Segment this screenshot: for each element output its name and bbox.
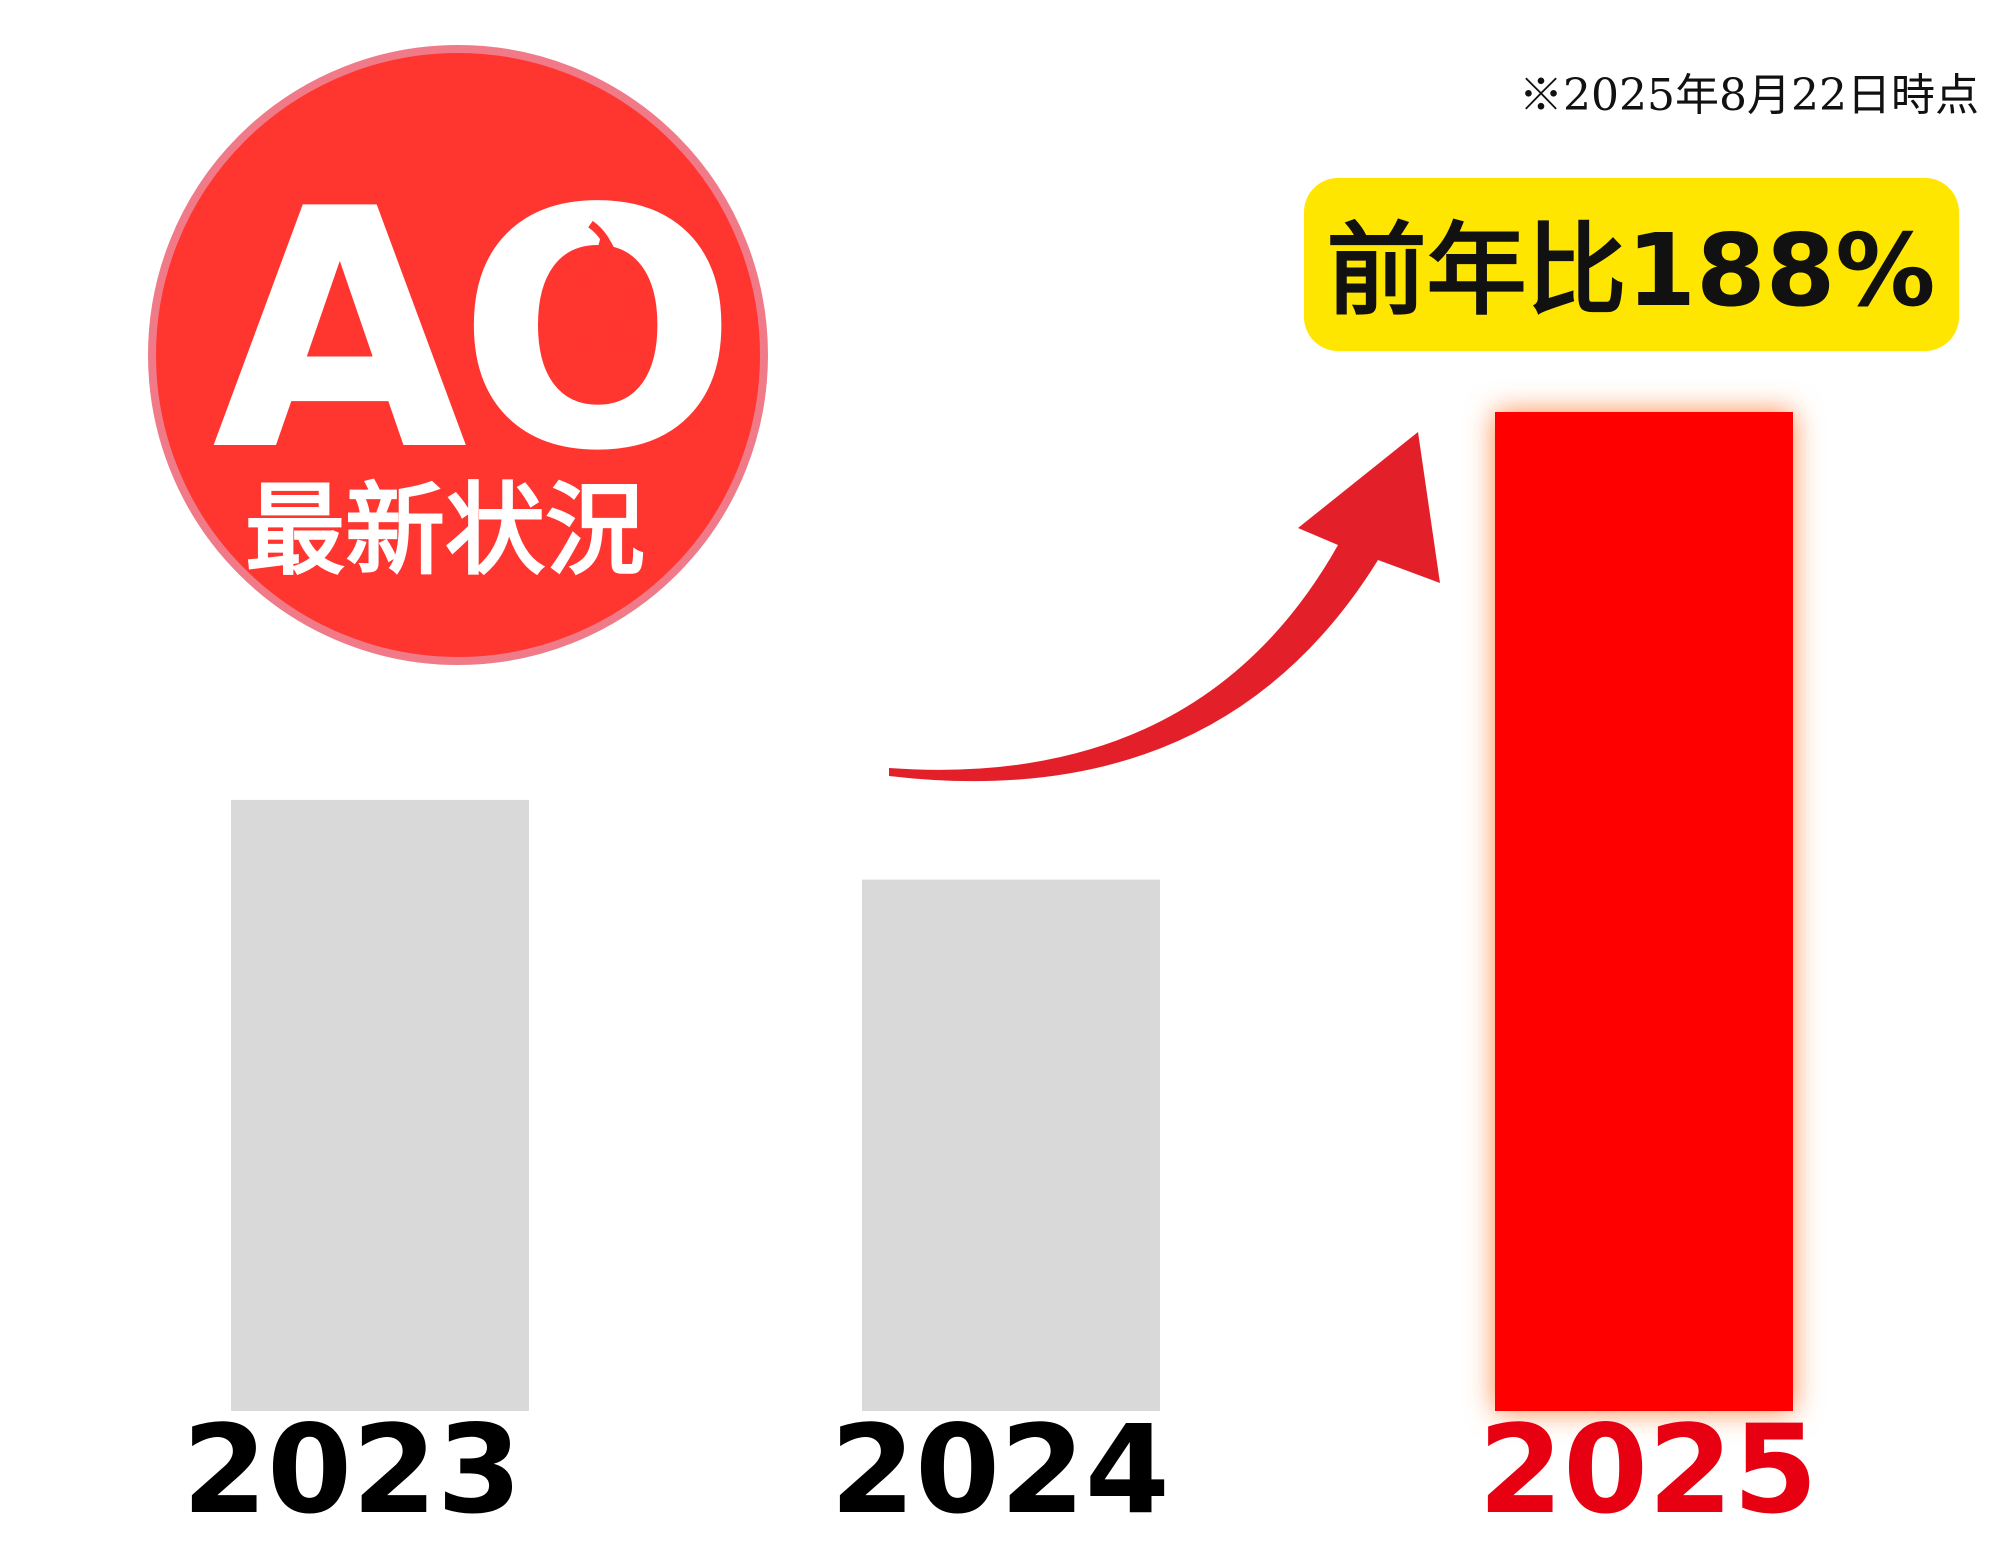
badge-subtitle: 最新状況 [245,472,645,589]
annotation-box [1304,178,1959,351]
x-tick-label: 2024 [830,1399,1170,1541]
x-tick-label: 2025 [1478,1399,1818,1541]
badge-title: AO [212,139,728,523]
badge: AO 入試 最新状況 [148,45,768,665]
x-tick-label: 2023 [182,1399,522,1541]
bar [862,879,1160,1411]
bar [1495,412,1793,1411]
badge-sub: 入試 [556,218,640,362]
badge-circle [148,45,768,665]
annotation: 前年比188% [1327,212,1936,329]
bar [231,799,529,1411]
note: ※2025年8月22日時点 [1519,70,1979,121]
arrow [889,432,1440,782]
